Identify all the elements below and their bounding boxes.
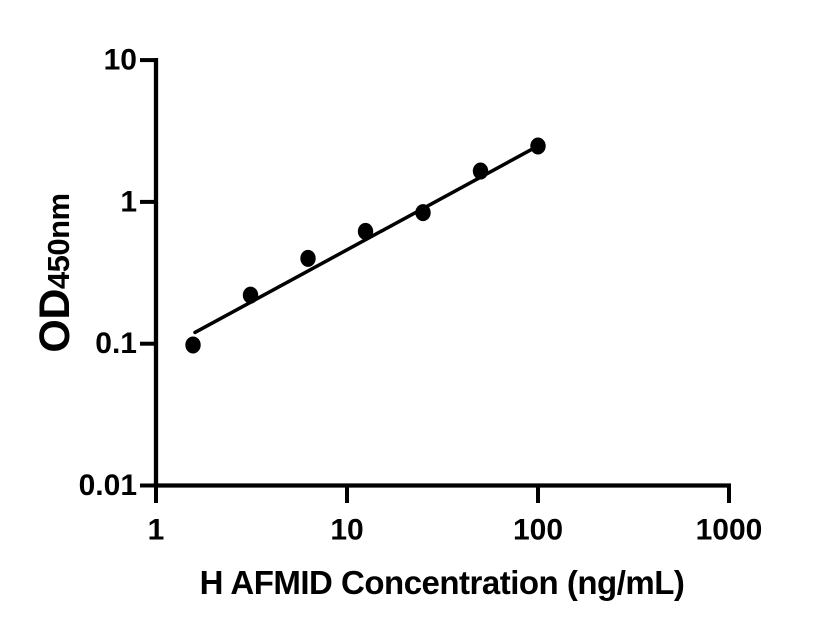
- x-tick-label: 100: [513, 514, 563, 547]
- x-tick-label: 1: [148, 514, 165, 547]
- data-point: [357, 222, 374, 240]
- axes-layer: 1 10 100 1000 0.01 0.1 1 10: [79, 44, 763, 547]
- x-axis-title: H AFMID Concentration (ng/mL): [200, 564, 685, 601]
- y-axis-title: OD450nm: [31, 193, 79, 352]
- y-tick-label: 1: [120, 185, 137, 218]
- data-point: [415, 204, 431, 222]
- x-tick-label: 1000: [696, 514, 763, 547]
- y-tick-label: 10: [104, 44, 137, 77]
- data-point: [530, 137, 546, 155]
- x-tick-label: 10: [330, 514, 363, 547]
- data-point: [242, 286, 259, 304]
- y-tick-label: 0.1: [95, 327, 137, 360]
- y-tick-label: 0.01: [79, 469, 137, 502]
- data-point: [185, 336, 201, 354]
- data-point: [300, 249, 316, 267]
- data-point: [472, 162, 489, 180]
- y-axis-title-base: OD: [31, 289, 79, 353]
- svg-text:OD450nm: OD450nm: [31, 193, 79, 352]
- data-layer: [185, 137, 546, 354]
- y-axis-title-subscript: 450nm: [41, 193, 76, 289]
